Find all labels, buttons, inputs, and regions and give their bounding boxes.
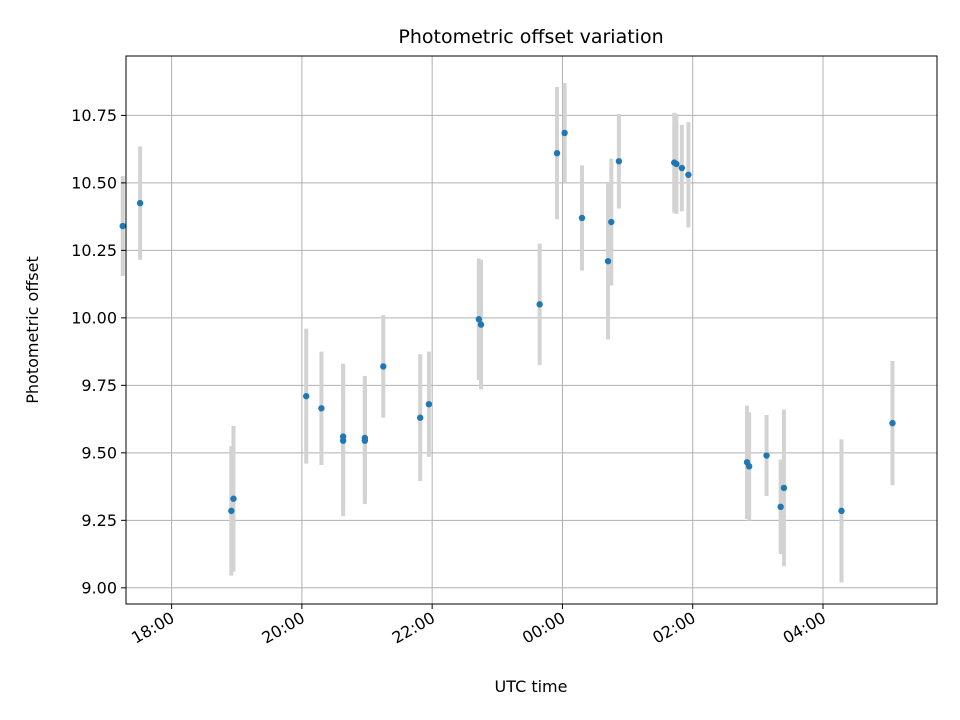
data-point xyxy=(318,405,325,412)
data-point xyxy=(136,199,144,207)
data-point xyxy=(477,321,485,328)
data-point xyxy=(561,129,568,137)
data-point xyxy=(417,414,424,421)
data-point xyxy=(578,214,586,222)
data-point xyxy=(361,437,369,444)
markers xyxy=(119,129,896,515)
x-axis-title: UTC time xyxy=(495,677,568,696)
y-tick-label: 9.00 xyxy=(81,578,117,597)
data-point xyxy=(608,218,615,226)
y-axis: 9.00 9.25 9.50 9.75 10.00 10.25 10.50 10.75 xyxy=(71,106,126,597)
data-point xyxy=(763,452,770,459)
data-point xyxy=(685,171,692,178)
data-point xyxy=(380,363,387,370)
data-point xyxy=(536,301,543,308)
grid xyxy=(126,56,937,604)
data-point xyxy=(838,507,845,515)
data-point xyxy=(553,149,561,157)
data-point xyxy=(475,316,483,323)
y-tick-label: 9.75 xyxy=(81,376,117,395)
y-tick-label: 9.50 xyxy=(81,443,117,462)
data-point xyxy=(777,503,784,511)
data-point xyxy=(889,419,896,427)
data-point xyxy=(673,160,680,168)
plot-frame xyxy=(125,55,938,605)
data-point xyxy=(615,158,623,165)
data-point xyxy=(230,495,237,502)
data-point xyxy=(303,392,310,400)
y-tick-label: 10.75 xyxy=(71,106,117,125)
data-point xyxy=(780,484,788,492)
y-tick-label: 10.50 xyxy=(71,173,117,192)
y-axis-title: Photometric offset xyxy=(23,256,42,404)
data-point xyxy=(678,164,686,172)
chart-title: Photometric offset variation xyxy=(398,26,663,48)
data-point xyxy=(228,507,235,515)
data-point xyxy=(604,257,612,265)
data-point xyxy=(339,437,347,444)
y-tick-label: 10.25 xyxy=(71,241,117,260)
data-point xyxy=(119,222,126,230)
y-tick-label: 9.25 xyxy=(81,511,117,530)
data-point xyxy=(425,401,433,408)
data-point xyxy=(745,463,753,470)
y-tick-label: 10.00 xyxy=(71,308,117,327)
